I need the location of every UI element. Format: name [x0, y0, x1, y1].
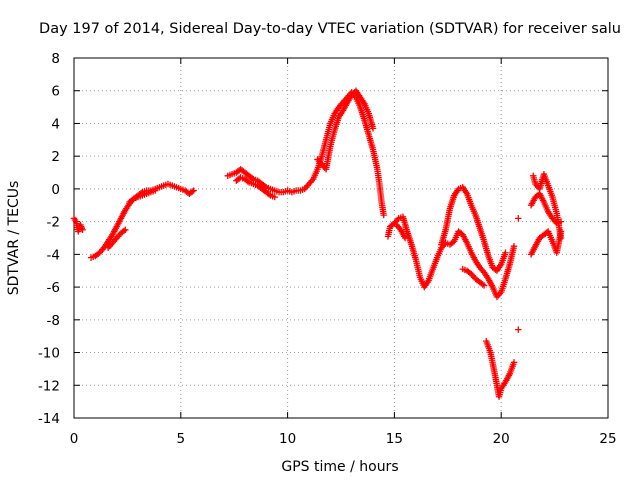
- axis-ticks: 0 5 10 15 20 25 -14 -12 -10 -8 -6 -4 -2 0 2 4 6 8: [38, 51, 617, 447]
- data-point: [510, 242, 518, 250]
- data-point: [380, 211, 387, 219]
- data-point: [271, 193, 278, 201]
- data-point: [248, 174, 256, 182]
- y-tick-label: -14: [38, 411, 60, 427]
- y-tick-label: -2: [47, 215, 60, 231]
- y-tick-label: 6: [51, 84, 60, 100]
- y-tick-label: -6: [47, 280, 60, 296]
- x-tick-label: 25: [599, 431, 616, 447]
- y-axis-label: SDTVAR / TECUs: [6, 181, 22, 296]
- data-point: [369, 125, 377, 132]
- y-tick-label: -12: [38, 378, 60, 394]
- y-tick-label: -10: [38, 346, 60, 362]
- data-point: [265, 191, 273, 198]
- y-tick-label: -8: [47, 313, 60, 329]
- y-tick-label: 8: [51, 51, 60, 67]
- data-point: [122, 226, 129, 234]
- data-point: [120, 227, 128, 235]
- data-point: [515, 215, 522, 222]
- data-point: [151, 187, 159, 194]
- x-tick-label: 0: [70, 431, 79, 447]
- x-tick-label: 15: [386, 431, 403, 447]
- x-tick-label: 10: [279, 431, 296, 447]
- data-point: [79, 226, 86, 234]
- chart-title: Day 197 of 2014, Sidereal Day-to-day VTE…: [39, 21, 621, 37]
- data-point: [190, 187, 197, 194]
- y-tick-label: 0: [51, 182, 60, 198]
- data-points: [70, 87, 565, 400]
- x-tick-label: 5: [177, 431, 186, 447]
- x-axis-label: GPS time / hours: [281, 459, 398, 475]
- data-point: [401, 234, 409, 242]
- y-tick-label: 4: [51, 116, 60, 132]
- data-point: [480, 282, 488, 289]
- data-point: [557, 234, 565, 242]
- data-point: [188, 188, 196, 195]
- grid-lines: [74, 58, 608, 418]
- x-tick-label: 20: [493, 431, 510, 447]
- data-point: [510, 359, 518, 366]
- y-tick-label: -4: [47, 247, 60, 263]
- data-point: [479, 281, 486, 288]
- y-tick-label: 2: [51, 149, 60, 165]
- data-point: [129, 196, 136, 204]
- data-point: [244, 178, 251, 185]
- plot-frame: [73, 57, 609, 419]
- data-point: [515, 326, 522, 333]
- data-point: [502, 249, 509, 256]
